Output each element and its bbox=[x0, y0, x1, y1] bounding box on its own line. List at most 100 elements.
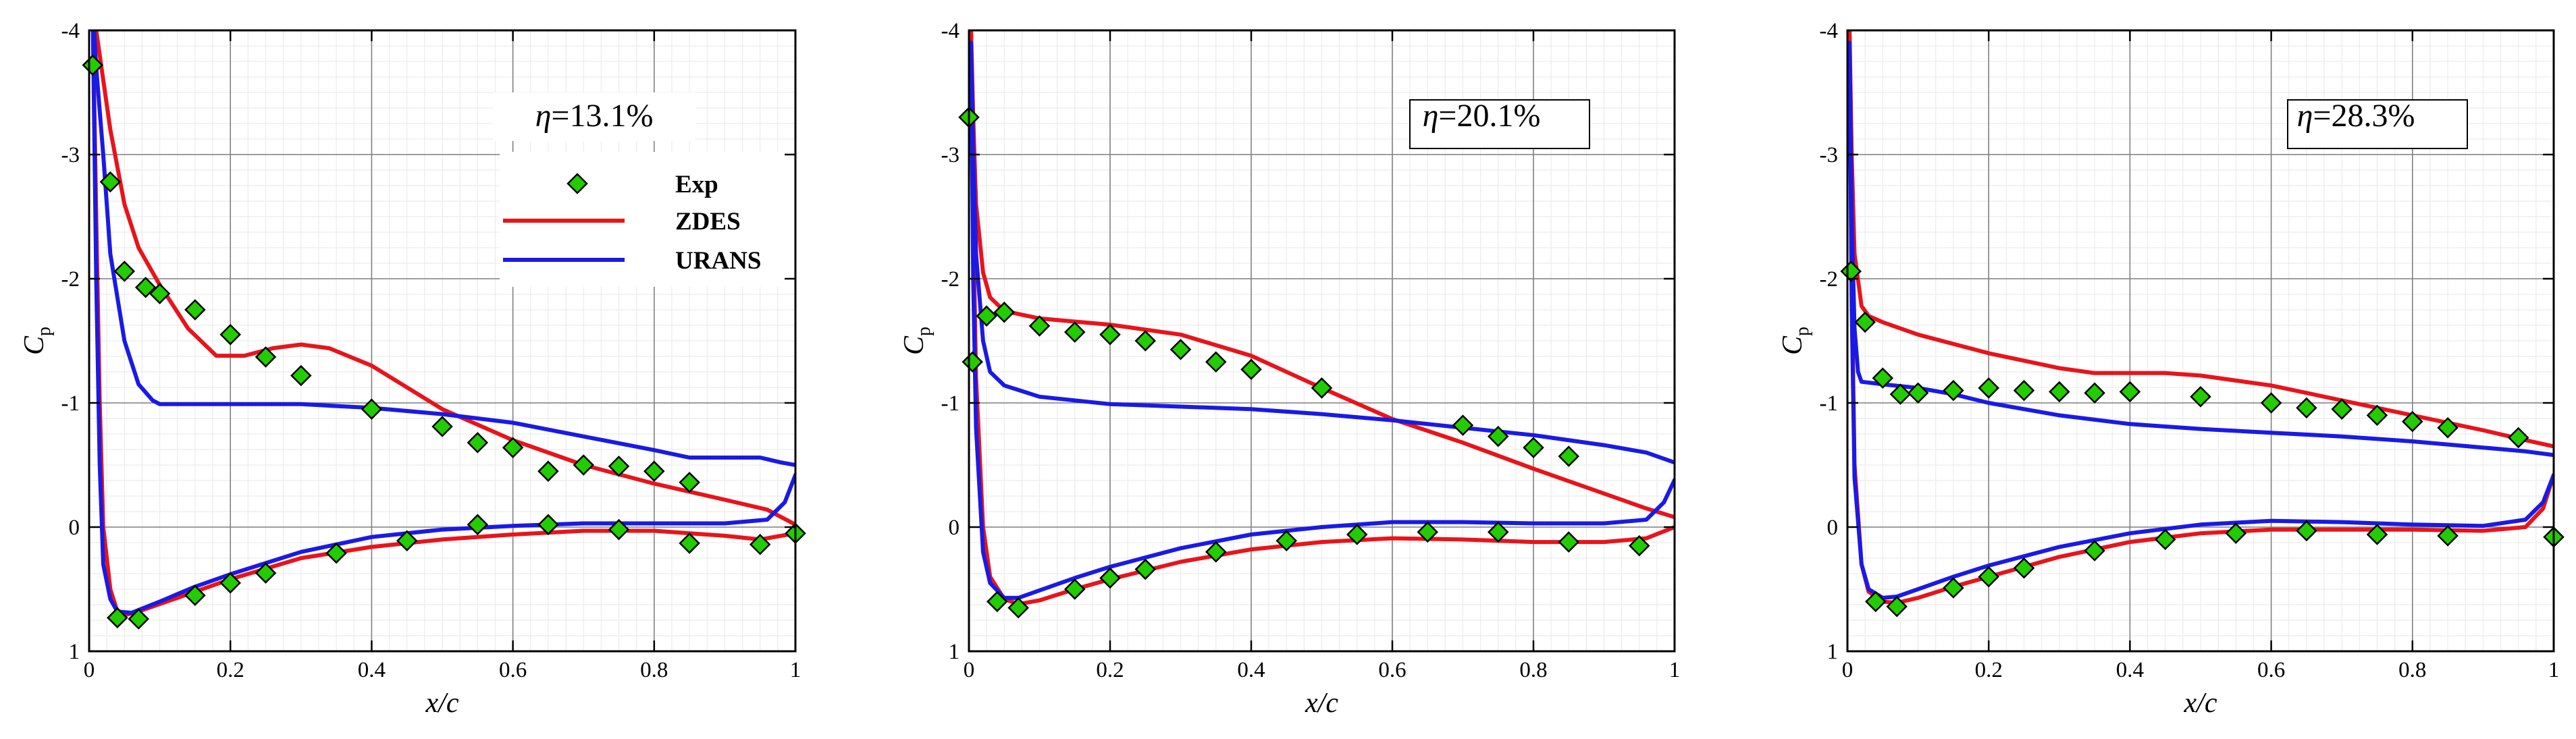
y-axis-label: Cp bbox=[899, 327, 935, 355]
exp-data-point bbox=[2013, 557, 2035, 579]
x-tick-label: 0 bbox=[964, 658, 975, 682]
exp-data-point bbox=[2296, 520, 2317, 542]
y-axis-label-main: C bbox=[899, 335, 930, 355]
exp-data-point bbox=[2296, 397, 2317, 419]
exp-data-point bbox=[643, 460, 665, 482]
y-tick-label: -4 bbox=[61, 19, 80, 43]
exp-data-point bbox=[2402, 410, 2423, 433]
exp-data-point bbox=[1276, 530, 1298, 552]
x-tick-label: 0.4 bbox=[358, 658, 386, 682]
exp-data-point bbox=[361, 398, 383, 420]
exp-data-point bbox=[1134, 330, 1157, 352]
y-tick-label: -2 bbox=[61, 267, 80, 292]
exp-data-point bbox=[134, 277, 157, 298]
exp-data-point bbox=[1417, 521, 1439, 543]
exp-data-point bbox=[2049, 381, 2070, 403]
urans-line-upper bbox=[92, 30, 795, 467]
y-tick-label: -4 bbox=[941, 19, 960, 43]
exp-data-point bbox=[502, 437, 524, 459]
annotation-value: =28.3% bbox=[2313, 98, 2415, 134]
exp-data-point bbox=[2190, 386, 2211, 408]
x-axis-label: x/c bbox=[1305, 688, 1338, 719]
annotation-value: =20.1% bbox=[1438, 98, 1540, 134]
exp-data-point bbox=[749, 533, 771, 555]
exp-data-point bbox=[255, 346, 277, 368]
exp-data-point bbox=[1205, 351, 1227, 373]
zdes-line-upper bbox=[94, 30, 795, 527]
exp-data-point bbox=[2331, 398, 2352, 420]
exp-data-point bbox=[2507, 427, 2529, 449]
exp-data-point bbox=[184, 584, 206, 606]
exp-data-point bbox=[2013, 379, 2035, 402]
exp-data-point bbox=[1872, 367, 1894, 389]
exp-data-point bbox=[1311, 377, 1333, 399]
y-tick-label: -1 bbox=[941, 391, 960, 416]
exp-data-point bbox=[2366, 524, 2388, 545]
y-tick-label: 0 bbox=[949, 516, 960, 540]
x-axis-label: x/c bbox=[2184, 688, 2217, 719]
annotation-label: η=20.1% bbox=[1423, 98, 1541, 134]
legend-label-urans: URANS bbox=[675, 247, 761, 275]
exp-data-point bbox=[1169, 339, 1192, 360]
y-tick-label: 1 bbox=[949, 640, 960, 664]
exp-data-point bbox=[608, 456, 630, 477]
y-axis-label-main: C bbox=[19, 335, 50, 355]
exp-data-point bbox=[1978, 566, 1999, 588]
exp-data-point bbox=[1865, 591, 1887, 613]
legend-label-exp: Exp bbox=[675, 171, 718, 198]
exp-data-point bbox=[2225, 522, 2247, 544]
exp-data-point bbox=[993, 301, 1016, 323]
x-tick-label: 0.8 bbox=[2398, 658, 2426, 682]
exp-data-point bbox=[1099, 567, 1121, 589]
y-tick-label: -1 bbox=[61, 391, 80, 416]
y-axis-label-sub: p bbox=[34, 327, 55, 336]
exp-data-point bbox=[467, 514, 489, 536]
y-tick-label: -2 bbox=[941, 267, 960, 292]
exp-data-point bbox=[128, 608, 149, 630]
x-tick-label: 1 bbox=[790, 658, 801, 682]
exp-data-point bbox=[1487, 521, 1509, 543]
exp-data-point bbox=[325, 542, 347, 564]
y-axis-label: Cp bbox=[1777, 327, 1813, 355]
exp-data-point bbox=[1558, 531, 1580, 553]
y-tick-label: -3 bbox=[941, 143, 960, 167]
exp-data-point bbox=[2119, 381, 2141, 403]
exp-data-point bbox=[219, 324, 241, 346]
exp-data-point bbox=[2260, 392, 2282, 414]
annotation-box bbox=[2287, 99, 2468, 149]
exp-data-point bbox=[149, 283, 171, 304]
exp-data-point bbox=[962, 351, 983, 373]
x-tick-label: 0 bbox=[1842, 658, 1854, 682]
exp-data-point bbox=[82, 54, 103, 76]
exp-data-point bbox=[99, 171, 122, 193]
y-tick-label: -2 bbox=[1820, 267, 1839, 292]
annotation-box bbox=[1409, 99, 1590, 149]
axis-frame bbox=[88, 29, 797, 653]
exp-data-point bbox=[1523, 437, 1544, 459]
zdes-line-lower bbox=[90, 30, 795, 618]
urans-line-lower bbox=[969, 40, 1675, 600]
annotation-background bbox=[493, 92, 695, 141]
y-tick-label: -3 bbox=[1820, 143, 1839, 167]
exp-data-point bbox=[113, 261, 136, 282]
x-tick-label: 0.6 bbox=[499, 658, 527, 682]
exp-data-point bbox=[537, 460, 559, 482]
urans-line-lower bbox=[1847, 40, 2554, 600]
annotation-label: η=13.1% bbox=[535, 98, 654, 134]
exp-data-point bbox=[1943, 379, 1964, 402]
annotation-label: η=28.3% bbox=[2297, 98, 2415, 134]
exp-data-point bbox=[1978, 377, 1999, 399]
y-tick-label: 0 bbox=[1827, 516, 1839, 540]
exp-data-point bbox=[1840, 261, 1862, 282]
exp-data-point bbox=[107, 607, 128, 629]
exp-data-point bbox=[1007, 597, 1029, 619]
exp-data-point bbox=[219, 572, 241, 594]
x-tick-label: 0.4 bbox=[2116, 658, 2144, 682]
exp-data-point bbox=[255, 562, 277, 584]
x-tick-label: 0 bbox=[84, 658, 95, 682]
exp-data-point bbox=[1240, 358, 1262, 381]
y-tick-label: -4 bbox=[1820, 19, 1839, 43]
x-tick-label: 0.2 bbox=[1975, 658, 2003, 682]
exp-data-point bbox=[1558, 445, 1580, 467]
exp-data-point bbox=[1205, 541, 1227, 563]
